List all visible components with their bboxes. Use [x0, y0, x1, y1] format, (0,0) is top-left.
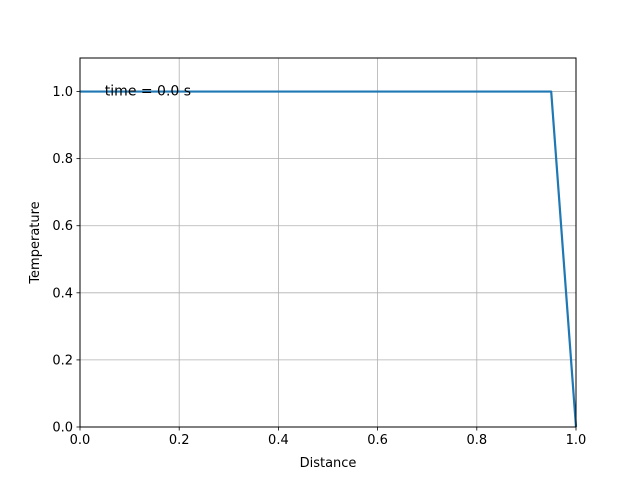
y-tick-label: 0.6 — [52, 219, 73, 234]
y-tick-label: 0.8 — [52, 152, 73, 167]
x-tick-label: 0.0 — [70, 433, 91, 448]
x-tick-label: 0.8 — [466, 433, 487, 448]
y-tick-label: 0.4 — [52, 286, 73, 301]
plot-frame — [79, 57, 577, 428]
time-annotation: time = 0.0 s — [105, 84, 191, 100]
series-line-0 — [80, 90, 578, 428]
y-tick-label: 0.0 — [52, 421, 73, 436]
x-tick-label: 1.0 — [566, 433, 587, 448]
x-tick-label: 0.4 — [268, 433, 289, 448]
x-tick-label: 0.2 — [169, 433, 190, 448]
y-tick-label: 0.2 — [52, 353, 73, 368]
y-axis-label: Temperature — [28, 201, 43, 284]
ticks: 0.0 0.2 0.4 0.6 0.8 1.0 0.0 0.2 0.4 0.6 0.8 1.0 — [52, 85, 586, 448]
series-layer — [80, 90, 578, 428]
x-axis-label: Distance — [300, 456, 357, 471]
y-tick-label: 1.0 — [52, 85, 73, 100]
x-tick-label: 0.6 — [367, 433, 388, 448]
